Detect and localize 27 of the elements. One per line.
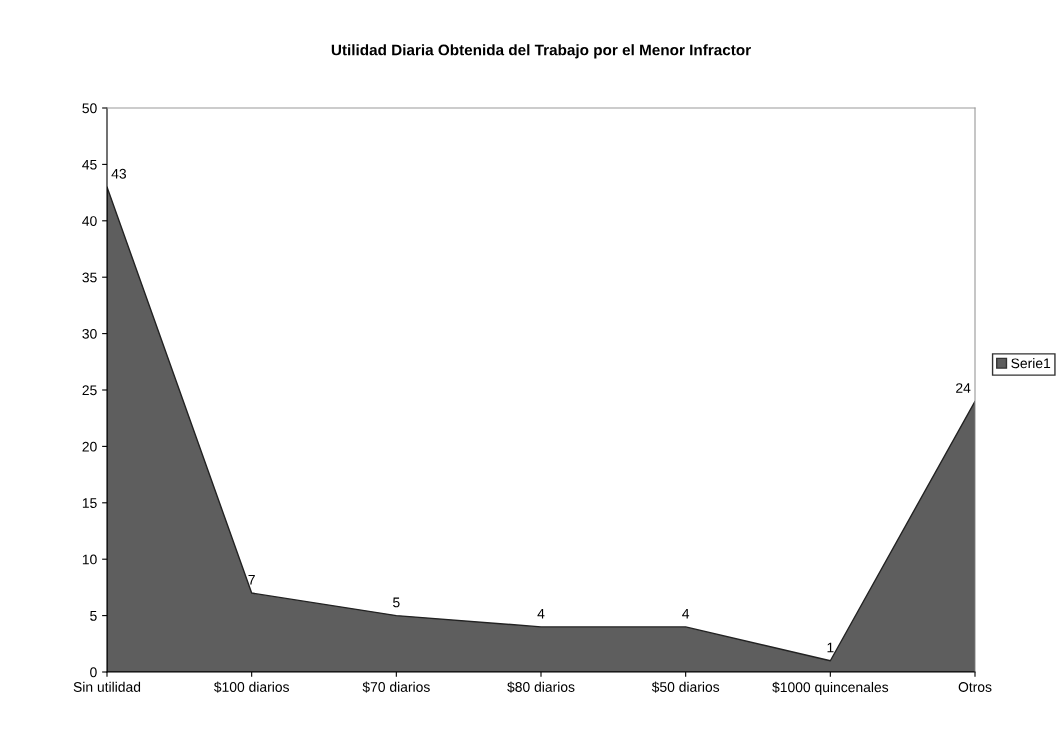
y-tick-label: 15 — [82, 498, 97, 508]
y-tick-label: 0 — [90, 667, 97, 678]
y-tick-label: 5 — [90, 611, 97, 621]
data-label: 1 — [827, 642, 834, 653]
legend-label: Serie1 — [1011, 358, 1051, 369]
y-tick-label: 45 — [82, 159, 97, 170]
x-tick-label: Otros — [958, 682, 992, 692]
chart-title: Utilidad Diaria Obtenida del Trabajo por el Menor Infractor — [331, 44, 751, 59]
y-tick-label: 10 — [82, 554, 97, 565]
data-label: 5 — [393, 597, 400, 608]
data-label: 43 — [111, 168, 126, 179]
x-tick-label: $50 diarios — [651, 681, 720, 693]
y-tick-label: 50 — [82, 103, 97, 114]
data-label: 4 — [537, 608, 545, 619]
y-tick-label: 30 — [82, 328, 97, 339]
x-tick-label: $1000 quincenales — [772, 681, 889, 695]
x-tick-label: $80 diarios — [507, 681, 575, 693]
data-label: 24 — [956, 383, 971, 393]
x-tick-label: $100 diarios — [213, 681, 289, 693]
data-label: 4 — [682, 608, 690, 619]
data-label: 7 — [248, 575, 255, 585]
y-tick-label: 35 — [82, 272, 97, 283]
y-tick-label: 20 — [82, 441, 97, 452]
x-tick-label: Sin utilidad — [73, 681, 141, 692]
y-tick-label: 25 — [82, 385, 97, 396]
y-tick-label: 40 — [82, 216, 97, 226]
x-tick-label: $70 diarios — [362, 681, 430, 693]
